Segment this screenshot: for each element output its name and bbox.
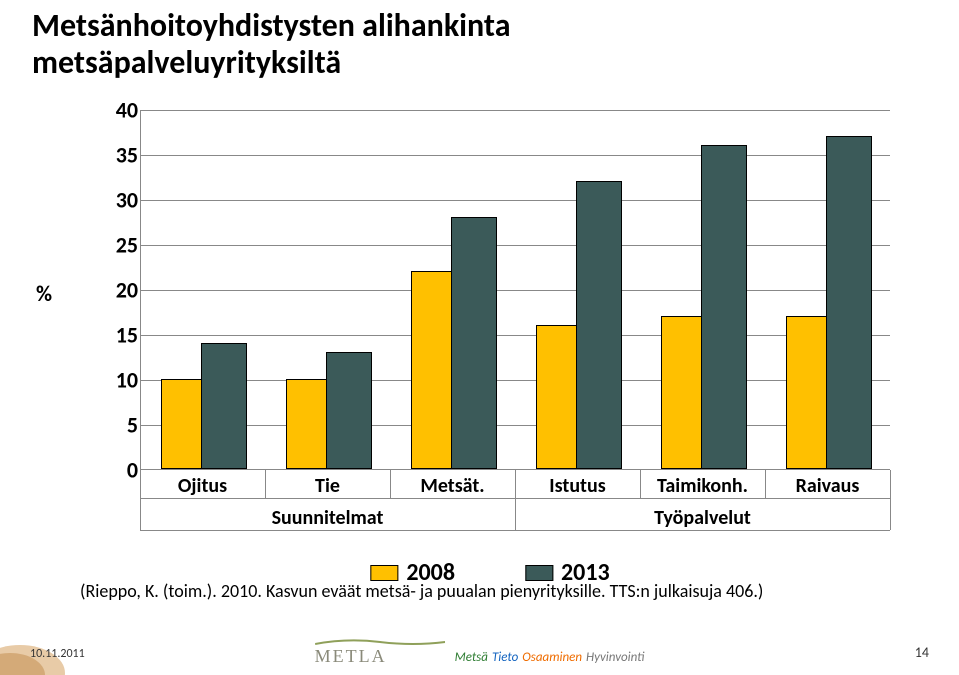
legend-swatch [370,565,398,581]
footer-date: 10.11.2011 [30,647,85,661]
bar [701,145,747,469]
gridline [141,425,890,426]
group-row-border [890,498,891,530]
x-category-separator [515,470,516,498]
bar-chart: % 0510152025303540 20082013 OjitusTieMet… [90,110,890,540]
group-separator [515,498,516,530]
tag-hyvinvointi: Hyvinvointi [586,650,644,665]
bar [451,217,497,469]
footer: 10.11.2011 METLA Metsä Tieto Osaaminen H… [0,629,959,675]
gridline [141,200,890,201]
y-axis: 0510152025303540 [90,110,140,470]
y-tick-label: 25 [90,232,138,259]
x-category-separator [640,470,641,498]
footer-page-number: 14 [915,644,929,661]
metla-logo-text: METLA [315,646,387,667]
plot-area [140,110,890,470]
footer-tagline: Metsä Tieto Osaaminen Hyvinvointi [455,650,645,667]
bar [326,352,372,469]
title-line-2: metsäpalveluyrityksiltä [32,43,341,82]
gridline [141,335,890,336]
x-row-border [140,470,141,498]
slide: Metsänhoitoyhdistysten alihankinta metsä… [0,0,959,675]
group-row-border [140,498,141,530]
bar [826,136,872,469]
metla-wave-icon [315,638,445,646]
bar [576,181,622,469]
x-category-label: Metsät. [420,474,484,498]
y-tick-label: 35 [90,142,138,169]
footer-center: METLA Metsä Tieto Osaaminen Hyvinvointi [315,638,645,667]
x-category-separator [390,470,391,498]
y-tick-label: 20 [90,277,138,304]
gridline [141,380,890,381]
bar [201,343,247,469]
y-axis-label: % [36,280,52,307]
y-tick-label: 10 [90,367,138,394]
legend-swatch [525,565,553,581]
gridline [141,155,890,156]
x-category-label: Raivaus [796,474,860,498]
title-line-1: Metsänhoitoyhdistysten alihankinta [32,6,510,45]
group-row-border [140,530,890,531]
gridline [141,110,890,111]
metla-logo: METLA [315,638,445,667]
x-category-label: Istutus [549,474,605,498]
tag-tieto: Tieto [492,650,518,665]
x-category-separator [765,470,766,498]
x-category-label: Tie [315,474,340,498]
x-category-label: Ojitus [178,474,227,498]
y-tick-label: 0 [90,457,138,484]
y-tick-label: 5 [90,412,138,439]
y-tick-label: 40 [90,97,138,124]
gridline [141,245,890,246]
x-group-label: Suunnitelmat [272,506,384,530]
gridline [141,290,890,291]
y-tick-label: 30 [90,187,138,214]
tag-metsa: Metsä [455,650,488,665]
x-category-separator [265,470,266,498]
tag-osaaminen: Osaaminen [522,650,582,665]
x-group-label: Työpalvelut [654,506,751,530]
source-citation: (Rieppo, K. (toim.). 2010. Kasvun eväät … [80,580,763,602]
x-row-border [890,470,891,498]
x-category-label: Taimikonh. [657,474,748,498]
y-tick-label: 15 [90,322,138,349]
page-title: Metsänhoitoyhdistysten alihankinta metsä… [32,8,510,82]
